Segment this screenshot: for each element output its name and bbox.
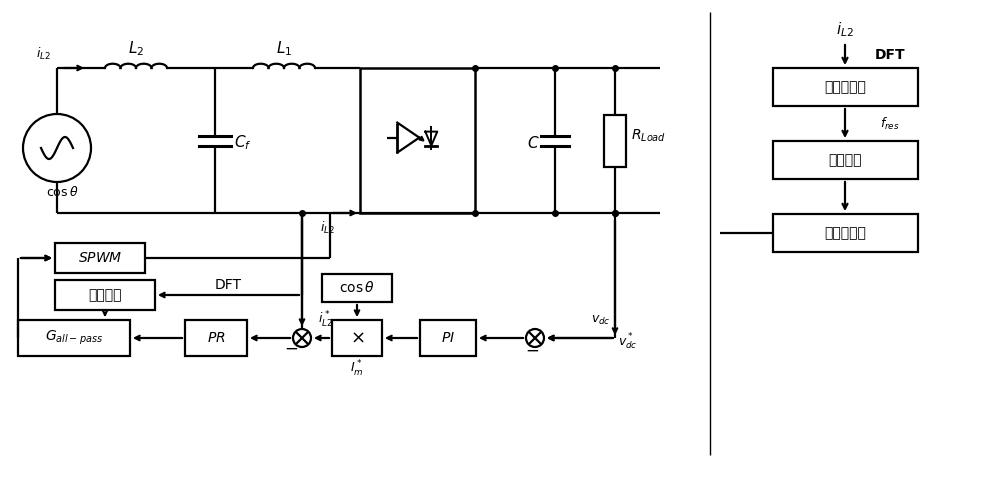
Text: 阻抗匹配: 阻抗匹配 xyxy=(828,153,862,167)
Text: $SPWM$: $SPWM$ xyxy=(78,251,122,265)
Text: $\cos\theta$: $\cos\theta$ xyxy=(339,281,375,295)
Text: $v_{dc}$: $v_{dc}$ xyxy=(591,314,611,326)
Text: 自适应控制: 自适应控制 xyxy=(824,226,866,240)
Text: DFT: DFT xyxy=(875,48,905,62)
FancyBboxPatch shape xyxy=(772,141,918,179)
Text: $C$: $C$ xyxy=(527,134,539,151)
Text: $i_{L2}^*$: $i_{L2}^*$ xyxy=(318,310,333,330)
Text: $PR$: $PR$ xyxy=(207,331,225,345)
FancyBboxPatch shape xyxy=(772,214,918,252)
FancyBboxPatch shape xyxy=(55,280,155,310)
FancyBboxPatch shape xyxy=(360,68,475,213)
FancyBboxPatch shape xyxy=(55,243,145,273)
FancyBboxPatch shape xyxy=(185,320,247,356)
Text: $\times$: $\times$ xyxy=(350,329,364,347)
Text: 间谐波计算: 间谐波计算 xyxy=(824,80,866,94)
Text: $v_{dc}^*$: $v_{dc}^*$ xyxy=(618,332,638,352)
FancyBboxPatch shape xyxy=(420,320,476,356)
FancyBboxPatch shape xyxy=(18,320,130,356)
Text: $f_{res}$: $f_{res}$ xyxy=(880,116,900,132)
FancyBboxPatch shape xyxy=(604,115,626,166)
Text: $i_{L2}$: $i_{L2}$ xyxy=(836,21,854,39)
Text: $I_m^*$: $I_m^*$ xyxy=(350,359,364,379)
Text: $PI$: $PI$ xyxy=(441,331,455,345)
Text: $i_{L2}$: $i_{L2}$ xyxy=(36,46,50,62)
Text: $\cos\theta$: $\cos\theta$ xyxy=(46,185,78,199)
FancyBboxPatch shape xyxy=(322,274,392,302)
Text: $G_{all-pass}$: $G_{all-pass}$ xyxy=(45,329,103,347)
FancyBboxPatch shape xyxy=(772,68,918,106)
Text: $L_2$: $L_2$ xyxy=(128,40,144,58)
Text: 自动切换: 自动切换 xyxy=(88,288,122,302)
Text: DFT: DFT xyxy=(215,278,242,292)
Text: $R_{Load}$: $R_{Load}$ xyxy=(631,127,667,144)
Text: $-$: $-$ xyxy=(284,339,298,357)
FancyBboxPatch shape xyxy=(332,320,382,356)
Text: $-$: $-$ xyxy=(525,341,539,359)
Text: $L_1$: $L_1$ xyxy=(276,40,292,58)
Text: $i_{L2}$: $i_{L2}$ xyxy=(320,220,335,236)
Text: $C_f$: $C_f$ xyxy=(234,133,252,152)
